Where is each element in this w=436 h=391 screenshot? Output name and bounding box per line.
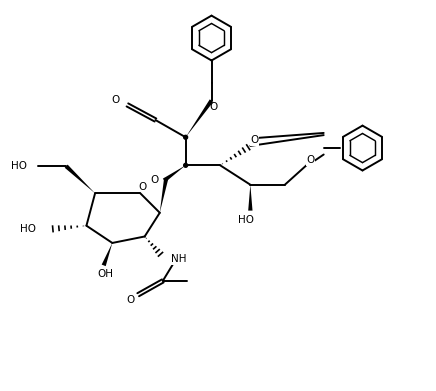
Text: O: O (251, 135, 259, 145)
Polygon shape (160, 178, 168, 213)
Polygon shape (186, 99, 213, 137)
Polygon shape (102, 243, 112, 266)
Polygon shape (248, 185, 252, 211)
Text: NH: NH (171, 254, 187, 264)
Text: HO: HO (20, 224, 36, 234)
Circle shape (184, 163, 187, 167)
Circle shape (184, 135, 187, 139)
Text: O: O (111, 95, 119, 105)
Text: HO: HO (11, 161, 27, 171)
Text: HO: HO (238, 215, 254, 225)
Polygon shape (65, 165, 95, 193)
Text: O: O (307, 155, 315, 165)
Text: O: O (210, 102, 218, 112)
Text: OH: OH (98, 269, 114, 279)
Text: O: O (138, 182, 146, 192)
Text: O: O (126, 295, 135, 305)
Text: O: O (150, 176, 159, 185)
Polygon shape (163, 165, 186, 182)
